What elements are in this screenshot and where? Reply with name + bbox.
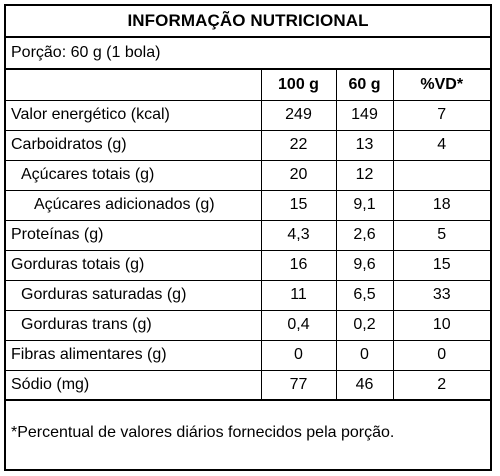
footnote: *Percentual de valores diários fornecido…	[11, 424, 395, 441]
row-label: Proteínas (g)	[6, 219, 262, 251]
row-per-60g: 13	[335, 129, 394, 161]
row-label: Açúcares totais (g)	[6, 159, 262, 191]
table-row: Açúcares totais (g) 20 12	[6, 159, 490, 191]
nutrition-facts-panel: INFORMAÇÃO NUTRICIONAL Porção: 60 g (1 b…	[4, 4, 492, 471]
row-label: Gorduras trans (g)	[6, 309, 262, 341]
row-vd	[392, 159, 490, 191]
row-per-100g: 20	[260, 159, 337, 191]
table-row: Açúcares adicionados (g) 15 9,1 18	[6, 189, 490, 221]
table-row: Fibras alimentares (g) 0 0 0	[6, 339, 490, 371]
table-row: Sódio (mg) 77 46 2	[6, 369, 490, 401]
row-per-100g: 11	[260, 279, 337, 311]
nutrition-title: INFORMAÇÃO NUTRICIONAL	[6, 6, 490, 38]
row-per-100g: 0,4	[260, 309, 337, 341]
row-vd: 10	[392, 309, 490, 341]
row-label: Valor energético (kcal)	[6, 99, 262, 131]
row-per-100g: 15	[260, 189, 337, 221]
row-per-100g: 0	[260, 339, 337, 371]
portion-size: Porção: 60 g (1 bola)	[6, 38, 490, 70]
table-header-row: 100 g 60 g %VD*	[6, 70, 490, 101]
row-per-100g: 16	[260, 249, 337, 281]
row-per-60g: 149	[335, 99, 394, 131]
row-per-60g: 0,2	[335, 309, 394, 341]
row-label: Fibras alimentares (g)	[6, 339, 262, 371]
header-label	[6, 70, 262, 101]
nutrition-table: 100 g 60 g %VD* Valor energético (kcal) …	[6, 70, 490, 401]
row-vd: 5	[392, 219, 490, 251]
row-label: Açúcares adicionados (g)	[6, 189, 262, 221]
row-vd: 0	[392, 339, 490, 371]
row-label: Gorduras saturadas (g)	[6, 279, 262, 311]
row-vd: 15	[392, 249, 490, 281]
table-row: Gorduras saturadas (g) 11 6,5 33	[6, 279, 490, 311]
row-per-60g: 0	[335, 339, 394, 371]
header-vd: %VD*	[392, 70, 490, 101]
row-vd: 4	[392, 129, 490, 161]
table-row: Gorduras trans (g) 0,4 0,2 10	[6, 309, 490, 341]
row-per-60g: 46	[335, 369, 394, 401]
row-per-100g: 22	[260, 129, 337, 161]
row-per-60g: 12	[335, 159, 394, 191]
row-per-100g: 249	[260, 99, 337, 131]
row-per-60g: 9,6	[335, 249, 394, 281]
header-per-60g: 60 g	[335, 70, 394, 101]
row-vd: 7	[392, 99, 490, 131]
row-vd: 18	[392, 189, 490, 221]
row-label: Carboidratos (g)	[6, 129, 262, 161]
row-label: Sódio (mg)	[6, 369, 262, 401]
row-per-60g: 6,5	[335, 279, 394, 311]
row-per-60g: 2,6	[335, 219, 394, 251]
row-label: Gorduras totais (g)	[6, 249, 262, 281]
table-row: Valor energético (kcal) 249 149 7	[6, 99, 490, 131]
row-per-100g: 4,3	[260, 219, 337, 251]
table-row: Proteínas (g) 4,3 2,6 5	[6, 219, 490, 251]
row-per-60g: 9,1	[335, 189, 394, 221]
table-row: Carboidratos (g) 22 13 4	[6, 129, 490, 161]
table-row: Gorduras totais (g) 16 9,6 15	[6, 249, 490, 281]
row-vd: 2	[392, 369, 490, 401]
row-vd: 33	[392, 279, 490, 311]
header-per-100g: 100 g	[260, 70, 337, 101]
row-per-100g: 77	[260, 369, 337, 401]
